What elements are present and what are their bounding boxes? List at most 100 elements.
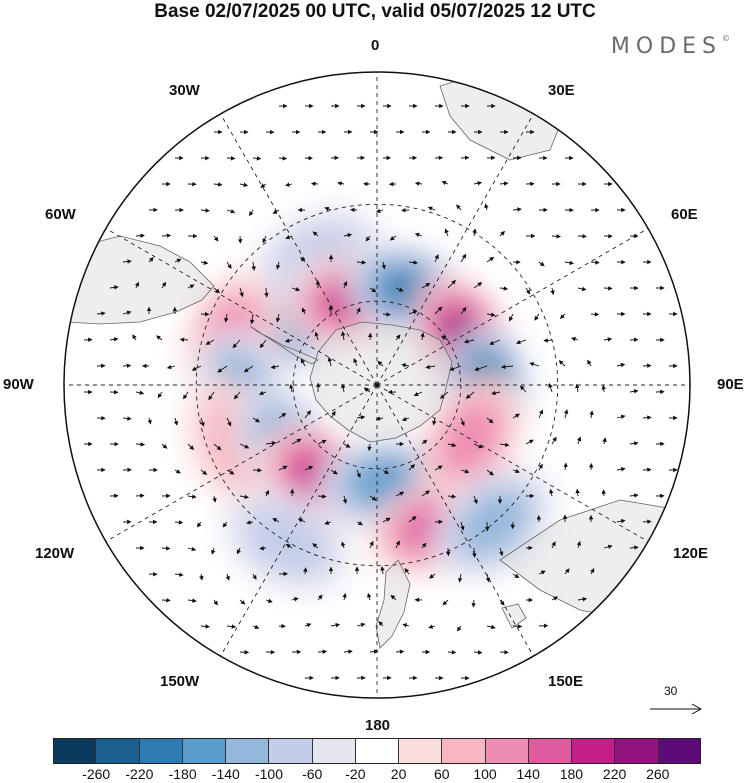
wind-vector bbox=[499, 547, 504, 557]
wind-vector bbox=[377, 360, 384, 367]
wind-vector bbox=[213, 182, 223, 187]
wind-vector bbox=[460, 306, 467, 315]
antarctica-continent bbox=[309, 321, 453, 443]
wind-vector bbox=[109, 337, 119, 342]
wind-vector bbox=[538, 261, 545, 267]
wind-vector bbox=[161, 281, 167, 289]
wind-vector bbox=[132, 334, 137, 341]
wind-vector bbox=[486, 417, 494, 424]
wind-vectors bbox=[83, 103, 678, 681]
land-masses bbox=[65, 73, 690, 649]
wind-vector bbox=[239, 494, 250, 500]
wind-vector bbox=[381, 261, 386, 270]
colorbar-segment bbox=[615, 738, 659, 764]
wind-vector bbox=[187, 284, 195, 289]
wind-vector bbox=[260, 183, 267, 188]
wind-vector bbox=[264, 489, 270, 497]
wind-vector bbox=[369, 495, 377, 501]
wind-vector bbox=[342, 495, 348, 504]
wind-vector bbox=[353, 358, 358, 367]
wind-vector bbox=[363, 387, 371, 393]
wind-vector bbox=[224, 313, 229, 323]
wind-vector bbox=[602, 437, 607, 445]
wind-vector bbox=[341, 541, 346, 549]
wind-vector bbox=[312, 231, 319, 237]
wind-vector bbox=[196, 521, 202, 528]
wind-vector bbox=[616, 518, 626, 524]
colorbar-tick-label: -220 bbox=[125, 766, 154, 782]
colorbar-segment bbox=[485, 738, 529, 764]
wind-vector bbox=[402, 623, 410, 628]
wind-vector bbox=[447, 650, 457, 655]
wind-vector bbox=[472, 228, 477, 237]
wind-vector bbox=[289, 383, 294, 393]
wind-vector bbox=[414, 232, 423, 238]
wind-vector bbox=[252, 156, 262, 161]
colorbar-tick-label: 220 bbox=[602, 766, 627, 782]
wind-vector bbox=[421, 490, 431, 497]
wind-vector bbox=[491, 390, 501, 396]
wind-vector bbox=[187, 598, 197, 603]
wind-vector bbox=[317, 494, 327, 499]
wind-vector bbox=[380, 566, 385, 575]
colorbar-tick-label: 100 bbox=[473, 766, 497, 782]
wind-vector bbox=[551, 541, 556, 549]
colorbar-segment bbox=[658, 738, 701, 764]
wind-vector bbox=[473, 282, 483, 289]
wind-vector bbox=[356, 521, 364, 526]
wind-vector bbox=[161, 443, 168, 449]
wind-vector bbox=[603, 544, 613, 550]
wind-vector bbox=[356, 415, 366, 420]
colorbar-tick-label: 260 bbox=[646, 766, 670, 782]
wind-vector bbox=[369, 287, 377, 293]
wind-vector bbox=[441, 335, 449, 341]
reference-vector-label: 30 bbox=[664, 684, 678, 698]
wind-vector bbox=[538, 409, 544, 419]
wind-vector bbox=[300, 358, 306, 367]
wind-vector bbox=[156, 335, 163, 341]
wind-vector bbox=[590, 568, 595, 575]
wind-vector bbox=[222, 521, 228, 528]
wind-vector bbox=[356, 469, 361, 479]
wind-vector bbox=[525, 439, 534, 445]
wind-vector bbox=[472, 547, 477, 558]
wind-vector bbox=[474, 365, 488, 372]
colorbar-segment bbox=[269, 738, 313, 764]
wind-vector bbox=[259, 546, 267, 551]
wind-vector bbox=[284, 338, 293, 343]
colorbar-segment bbox=[355, 738, 400, 764]
wind-vector bbox=[265, 441, 277, 446]
anomaly-contour-neg-140e bbox=[459, 492, 527, 555]
colorbar-frame bbox=[53, 738, 701, 764]
wind-vector bbox=[275, 313, 281, 323]
wind-vector bbox=[486, 312, 496, 317]
wind-vector bbox=[303, 567, 308, 575]
wind-vector bbox=[122, 416, 132, 421]
wind-vector bbox=[343, 280, 348, 289]
wind-vector bbox=[512, 624, 523, 629]
south-america-tip bbox=[65, 235, 215, 325]
colorbar-segment bbox=[53, 738, 97, 764]
wind-vector bbox=[278, 413, 287, 419]
wind-vector bbox=[395, 540, 400, 549]
wind-vector bbox=[375, 416, 384, 421]
colorbar-segment bbox=[139, 738, 183, 764]
wind-vector bbox=[278, 465, 288, 471]
label-lon-30w: 30W bbox=[169, 82, 200, 99]
colorbar-tick-label: 180 bbox=[559, 766, 584, 782]
wind-vector bbox=[558, 360, 566, 367]
wind-vector bbox=[365, 235, 371, 242]
colorbar bbox=[53, 738, 701, 764]
colorbar-segment bbox=[96, 738, 140, 764]
wind-vector bbox=[317, 594, 323, 601]
wind-vector bbox=[317, 439, 327, 445]
wind-vector bbox=[457, 573, 463, 583]
wind-vector bbox=[233, 391, 241, 400]
wind-vector bbox=[564, 260, 574, 266]
wind-vector bbox=[225, 573, 230, 581]
wind-vector bbox=[200, 469, 208, 475]
wind-vector bbox=[543, 338, 553, 343]
wind-vector bbox=[174, 572, 184, 577]
wind-vector bbox=[356, 260, 367, 265]
wind-vector bbox=[559, 313, 566, 320]
